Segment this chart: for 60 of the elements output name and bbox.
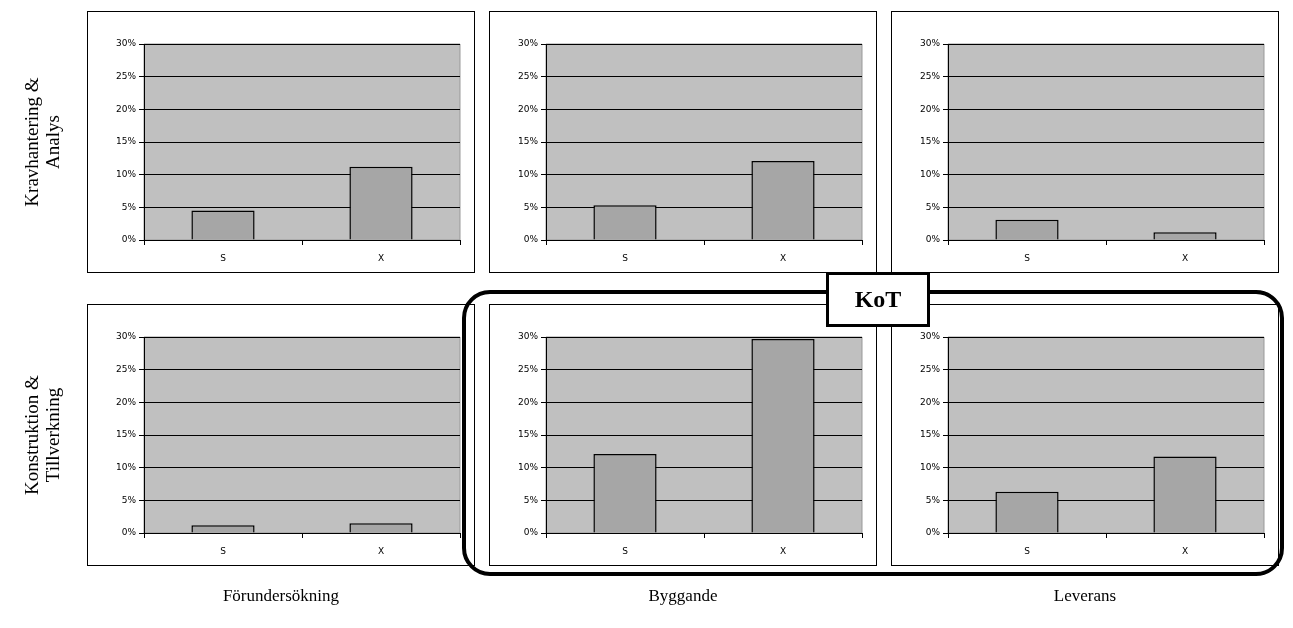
y-tick-label: 10%	[919, 462, 941, 473]
y-tick-label: 10%	[115, 462, 137, 473]
y-tick-label: 0%	[523, 234, 539, 245]
y-tick-label: 30%	[919, 331, 941, 342]
x-tick-label: S	[1024, 545, 1031, 556]
y-tick-label: 15%	[517, 429, 539, 440]
y-tick-label: 15%	[919, 136, 941, 147]
y-tick-label: 0%	[523, 527, 539, 538]
y-tick-label: 30%	[517, 331, 539, 342]
x-tick-label: S	[622, 252, 629, 263]
y-tick-label: 25%	[517, 364, 539, 375]
x-tick-label: S	[220, 252, 227, 263]
x-tick-label: X	[1181, 545, 1189, 556]
y-tick-label: 30%	[517, 38, 539, 49]
y-tick-label: 20%	[115, 103, 137, 114]
y-tick-label: 15%	[919, 429, 941, 440]
x-tick-label: S	[220, 545, 227, 556]
y-tick-label: 10%	[115, 169, 137, 180]
y-tick-label: 0%	[121, 234, 137, 245]
x-tick-label: X	[779, 252, 787, 263]
y-tick-label: 20%	[919, 103, 941, 114]
y-axis-title: Kravhantering & Analys	[21, 76, 63, 209]
x-tick-label: S	[1024, 252, 1031, 263]
y-tick-label: 25%	[919, 71, 941, 82]
y-tick-label: 5%	[523, 494, 539, 505]
y-tick-label: 15%	[517, 136, 539, 147]
y-tick-label: 20%	[115, 396, 137, 407]
y-tick-label: 15%	[115, 136, 137, 147]
y-tick-label: 20%	[517, 103, 539, 114]
text: KoT	[854, 286, 902, 313]
y-tick-label: 25%	[115, 364, 137, 375]
y-tick-label: 20%	[919, 396, 941, 407]
x-axis-title: Byggande	[647, 586, 719, 606]
x-tick-label: X	[377, 252, 385, 263]
y-tick-label: 30%	[919, 38, 941, 49]
y-tick-label: 0%	[121, 527, 137, 538]
y-tick-label: 0%	[925, 234, 941, 245]
x-tick-label: X	[377, 545, 385, 556]
y-tick-label: 0%	[925, 527, 941, 538]
y-tick-label: 10%	[919, 169, 941, 180]
y-tick-label: 20%	[517, 396, 539, 407]
y-tick-label: 5%	[925, 494, 941, 505]
y-tick-label: 10%	[517, 169, 539, 180]
x-axis-title: Förundersökning	[221, 586, 341, 606]
y-tick-label: 5%	[925, 201, 941, 212]
y-tick-label: 10%	[517, 462, 539, 473]
y-tick-label: 5%	[121, 201, 137, 212]
y-tick-label: 25%	[919, 364, 941, 375]
y-tick-label: 25%	[115, 71, 137, 82]
x-axis-title: Leverans	[1052, 586, 1118, 606]
x-tick-label: X	[779, 545, 787, 556]
y-tick-label: 5%	[121, 494, 137, 505]
y-tick-label: 15%	[115, 429, 137, 440]
y-tick-label: 30%	[115, 38, 137, 49]
y-tick-label: 5%	[523, 201, 539, 212]
y-axis-title: Konstruktion & Tillverkning	[21, 374, 63, 497]
x-tick-label: S	[622, 545, 629, 556]
y-tick-label: 25%	[517, 71, 539, 82]
y-tick-label: 30%	[115, 331, 137, 342]
x-tick-label: X	[1181, 252, 1189, 263]
